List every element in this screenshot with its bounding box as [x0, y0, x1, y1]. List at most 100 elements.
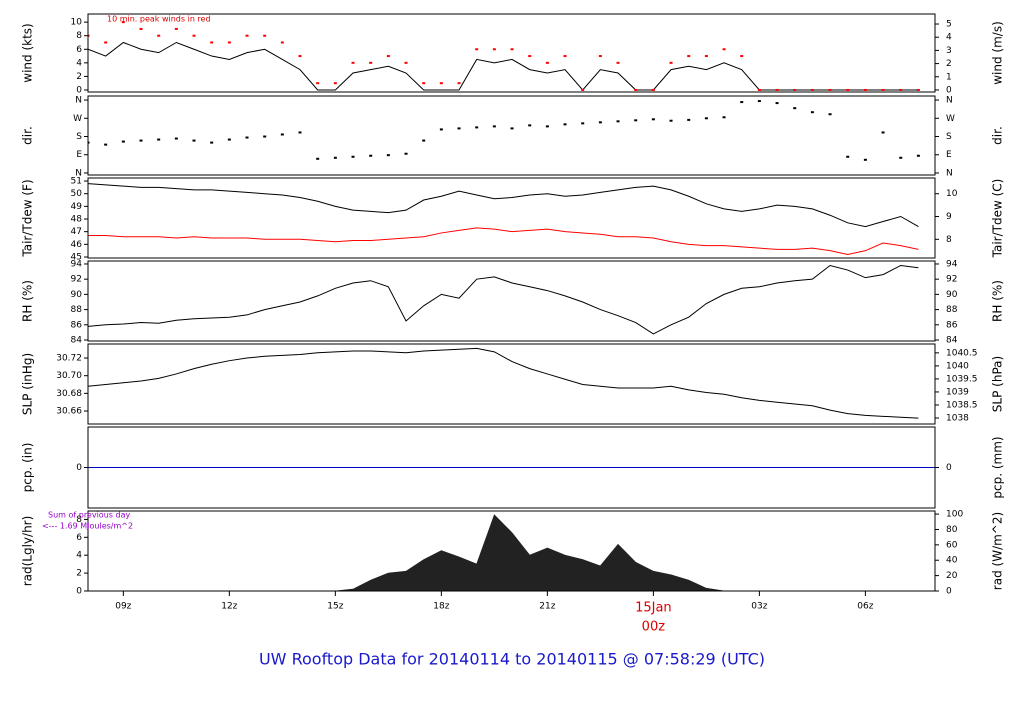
panel-frame [87, 343, 936, 425]
y-tick-label: 4 [76, 58, 82, 68]
data-point [669, 61, 673, 64]
data-point [634, 119, 638, 122]
y2-tick-label: 84 [946, 336, 958, 346]
y2-axis-title: wind (m/s) [991, 21, 1005, 85]
y-tick-label: 6 [76, 533, 82, 543]
data-point [369, 154, 373, 157]
y2-axis-title: dir. [991, 126, 1005, 145]
y-tick-label: 49 [71, 202, 83, 212]
y-tick-label: 47 [71, 227, 82, 237]
data-point [475, 48, 479, 51]
data-point [333, 82, 337, 85]
data-point [139, 139, 143, 142]
y2-tick-label: 1038.5 [946, 400, 978, 410]
x-tick-label: 09z [115, 602, 131, 612]
data-point [863, 88, 867, 91]
data-point [828, 88, 832, 91]
y-tick-label: 30.72 [56, 354, 82, 364]
data-point [104, 41, 108, 44]
data-point [510, 127, 514, 130]
chart-title: UW Rooftop Data for 20140114 to 20140115… [259, 650, 765, 669]
data-point [263, 34, 267, 37]
data-point [492, 48, 496, 51]
y2-tick-label: 20 [946, 571, 958, 581]
y-tick-label: W [73, 114, 82, 124]
annotation: Sum of previous day [48, 511, 130, 520]
data-point [863, 158, 867, 161]
y2-tick-label: 80 [946, 525, 958, 535]
y-tick-label: 30.70 [56, 371, 82, 381]
data-point [740, 101, 744, 104]
data-point [899, 88, 903, 91]
y2-axis-title: SLP (hPa) [991, 356, 1005, 412]
data-point [263, 135, 267, 138]
data-point [828, 113, 832, 116]
y-axis-title: dir. [21, 126, 35, 145]
y2-tick-label: 5 [946, 20, 952, 30]
data-point [174, 27, 178, 30]
data-point [121, 140, 125, 143]
y2-tick-label: 9 [946, 212, 952, 222]
series-line [88, 41, 919, 91]
y2-tick-label: 88 [946, 305, 958, 315]
data-point [581, 122, 585, 125]
data-point [899, 156, 903, 159]
y-tick-label: 2 [76, 569, 82, 579]
y-tick-label: 92 [71, 275, 82, 285]
y-tick-label: 88 [71, 305, 83, 315]
y2-tick-label: 4 [946, 33, 952, 43]
y-tick-label: 48 [71, 215, 83, 225]
data-point [404, 152, 408, 155]
y-tick-label: 94 [71, 259, 83, 269]
y2-tick-label: W [946, 114, 955, 124]
panel [88, 264, 919, 335]
y2-axis-title: RH (%) [991, 280, 1005, 322]
data-point [793, 107, 797, 110]
data-point [916, 88, 920, 91]
data-point [280, 41, 284, 44]
data-point [280, 133, 284, 136]
y2-tick-label: 100 [946, 510, 963, 520]
y-axis-title: wind (kts) [21, 23, 35, 82]
data-point [192, 139, 196, 142]
data-point [457, 127, 461, 130]
panel [88, 100, 920, 161]
annotation: 10 min. peak winds in red [107, 15, 211, 24]
data-point [563, 55, 567, 58]
data-point [298, 55, 302, 58]
data-point [139, 27, 143, 30]
y-tick-label: 8 [76, 515, 82, 525]
data-point [881, 88, 885, 91]
y-tick-label: 84 [71, 336, 83, 346]
y-axis-title: SLP (inHg) [21, 353, 35, 415]
y2-axis-title: rad (W/m^2) [991, 512, 1005, 590]
data-point [422, 82, 426, 85]
y-tick-label: 90 [71, 290, 83, 300]
y-tick-label: 8 [76, 31, 82, 41]
y2-axis-title: pcp. (mm) [991, 436, 1005, 498]
data-point [227, 41, 231, 44]
y-tick-label: 4 [76, 551, 82, 561]
series-area [88, 514, 919, 591]
data-point [563, 123, 567, 126]
y-axis-title: pcp. (in) [21, 443, 35, 493]
data-point [528, 55, 532, 58]
data-point [104, 143, 108, 146]
data-point [457, 82, 461, 85]
data-point [528, 124, 532, 127]
data-point [775, 88, 779, 91]
y2-tick-label: 1 [946, 72, 952, 82]
data-point [687, 118, 691, 121]
panel-frame [87, 260, 936, 342]
data-point [881, 131, 885, 134]
data-point [404, 61, 408, 64]
y2-tick-label: 0 [946, 587, 952, 597]
series-line [88, 347, 919, 419]
panel [88, 183, 919, 255]
y-tick-label: S [76, 132, 82, 142]
y2-tick-label: 1039 [946, 387, 969, 397]
data-point [333, 156, 337, 159]
x-tick-label: 18z [433, 602, 449, 612]
y-tick-label: 0 [76, 587, 82, 597]
data-point [581, 88, 585, 91]
